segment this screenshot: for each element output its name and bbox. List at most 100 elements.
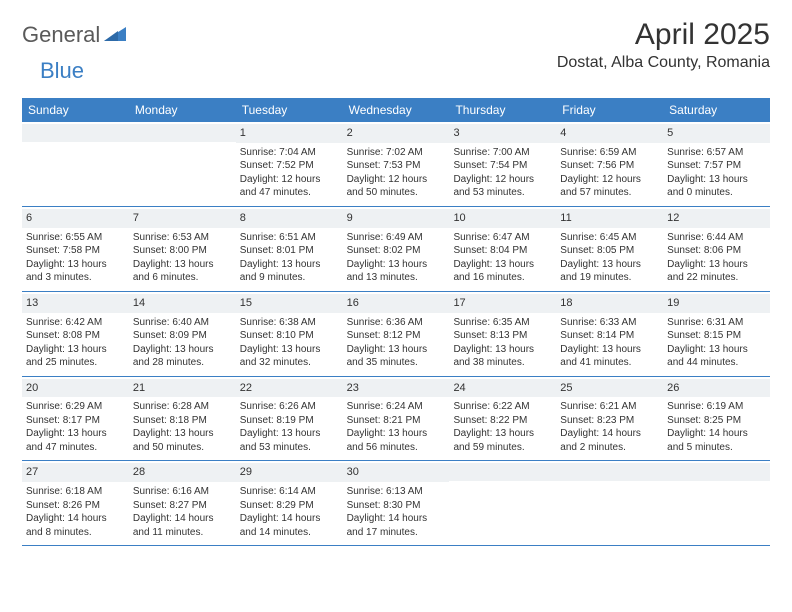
daylight-text: Daylight: 13 hours and 0 minutes. <box>667 173 766 200</box>
logo-text-blue: Blue <box>40 58 84 84</box>
daylight-text: Daylight: 13 hours and 22 minutes. <box>667 258 766 285</box>
sunset-text: Sunset: 8:01 PM <box>240 244 339 258</box>
day-number: 9 <box>347 212 353 224</box>
calendar-body: 1Sunrise: 7:04 AMSunset: 7:52 PMDaylight… <box>22 122 770 546</box>
sunrise-text: Sunrise: 6:42 AM <box>26 316 125 330</box>
day-number: 17 <box>453 297 465 309</box>
day-header-saturday: Saturday <box>663 98 770 122</box>
daynum-row: 17 <box>449 294 556 313</box>
daynum-row <box>129 124 236 142</box>
day-number: 18 <box>560 297 572 309</box>
sunset-text: Sunset: 8:04 PM <box>453 244 552 258</box>
daynum-row: 13 <box>22 294 129 313</box>
calendar-day-header: Sunday Monday Tuesday Wednesday Thursday… <box>22 98 770 122</box>
daynum-row: 10 <box>449 209 556 228</box>
daylight-text: Daylight: 13 hours and 56 minutes. <box>347 427 446 454</box>
calendar-cell: 12Sunrise: 6:44 AMSunset: 8:06 PMDayligh… <box>663 207 770 291</box>
daylight-text: Daylight: 13 hours and 25 minutes. <box>26 343 125 370</box>
daynum-row: 20 <box>22 379 129 398</box>
daylight-text: Daylight: 14 hours and 17 minutes. <box>347 512 446 539</box>
daylight-text: Daylight: 13 hours and 9 minutes. <box>240 258 339 285</box>
sunrise-text: Sunrise: 6:31 AM <box>667 316 766 330</box>
daynum-row: 7 <box>129 209 236 228</box>
sunset-text: Sunset: 8:13 PM <box>453 329 552 343</box>
day-header-sunday: Sunday <box>22 98 129 122</box>
day-header-wednesday: Wednesday <box>343 98 450 122</box>
calendar-cell: 11Sunrise: 6:45 AMSunset: 8:05 PMDayligh… <box>556 207 663 291</box>
calendar-week: 6Sunrise: 6:55 AMSunset: 7:58 PMDaylight… <box>22 207 770 292</box>
sunrise-text: Sunrise: 6:40 AM <box>133 316 232 330</box>
calendar-cell: 18Sunrise: 6:33 AMSunset: 8:14 PMDayligh… <box>556 292 663 376</box>
sunrise-text: Sunrise: 6:44 AM <box>667 231 766 245</box>
day-number: 7 <box>133 212 139 224</box>
sunrise-text: Sunrise: 6:38 AM <box>240 316 339 330</box>
daynum-row: 23 <box>343 379 450 398</box>
sunrise-text: Sunrise: 7:02 AM <box>347 146 446 160</box>
sunset-text: Sunset: 8:00 PM <box>133 244 232 258</box>
daynum-row: 29 <box>236 463 343 482</box>
daynum-row: 4 <box>556 124 663 143</box>
day-number: 16 <box>347 297 359 309</box>
calendar-cell: 28Sunrise: 6:16 AMSunset: 8:27 PMDayligh… <box>129 461 236 545</box>
calendar-cell: 7Sunrise: 6:53 AMSunset: 8:00 PMDaylight… <box>129 207 236 291</box>
day-number: 28 <box>133 466 145 478</box>
day-number: 22 <box>240 382 252 394</box>
calendar-cell: 19Sunrise: 6:31 AMSunset: 8:15 PMDayligh… <box>663 292 770 376</box>
sunset-text: Sunset: 7:52 PM <box>240 159 339 173</box>
daylight-text: Daylight: 13 hours and 41 minutes. <box>560 343 659 370</box>
daylight-text: Daylight: 14 hours and 5 minutes. <box>667 427 766 454</box>
sunrise-text: Sunrise: 6:28 AM <box>133 400 232 414</box>
daylight-text: Daylight: 12 hours and 53 minutes. <box>453 173 552 200</box>
sunset-text: Sunset: 7:57 PM <box>667 159 766 173</box>
daynum-row: 15 <box>236 294 343 313</box>
sunrise-text: Sunrise: 6:13 AM <box>347 485 446 499</box>
calendar-week: 27Sunrise: 6:18 AMSunset: 8:26 PMDayligh… <box>22 461 770 546</box>
daylight-text: Daylight: 13 hours and 16 minutes. <box>453 258 552 285</box>
day-header-tuesday: Tuesday <box>236 98 343 122</box>
sunset-text: Sunset: 8:02 PM <box>347 244 446 258</box>
daylight-text: Daylight: 13 hours and 32 minutes. <box>240 343 339 370</box>
sunset-text: Sunset: 8:27 PM <box>133 499 232 513</box>
sunrise-text: Sunrise: 6:29 AM <box>26 400 125 414</box>
calendar-cell: 9Sunrise: 6:49 AMSunset: 8:02 PMDaylight… <box>343 207 450 291</box>
sunset-text: Sunset: 8:29 PM <box>240 499 339 513</box>
calendar-cell: 16Sunrise: 6:36 AMSunset: 8:12 PMDayligh… <box>343 292 450 376</box>
sunrise-text: Sunrise: 6:22 AM <box>453 400 552 414</box>
sunset-text: Sunset: 8:12 PM <box>347 329 446 343</box>
daylight-text: Daylight: 12 hours and 50 minutes. <box>347 173 446 200</box>
sunrise-text: Sunrise: 6:55 AM <box>26 231 125 245</box>
day-number: 2 <box>347 127 353 139</box>
day-number: 12 <box>667 212 679 224</box>
sunrise-text: Sunrise: 7:00 AM <box>453 146 552 160</box>
sunset-text: Sunset: 8:18 PM <box>133 414 232 428</box>
day-number: 27 <box>26 466 38 478</box>
daylight-text: Daylight: 13 hours and 35 minutes. <box>347 343 446 370</box>
calendar-cell <box>22 122 129 206</box>
sunrise-text: Sunrise: 6:21 AM <box>560 400 659 414</box>
calendar-week: 13Sunrise: 6:42 AMSunset: 8:08 PMDayligh… <box>22 292 770 377</box>
day-number: 24 <box>453 382 465 394</box>
sunset-text: Sunset: 8:08 PM <box>26 329 125 343</box>
day-number: 4 <box>560 127 566 139</box>
calendar-cell: 23Sunrise: 6:24 AMSunset: 8:21 PMDayligh… <box>343 377 450 461</box>
sunrise-text: Sunrise: 6:18 AM <box>26 485 125 499</box>
sunrise-text: Sunrise: 6:59 AM <box>560 146 659 160</box>
sunset-text: Sunset: 8:23 PM <box>560 414 659 428</box>
sunset-text: Sunset: 7:53 PM <box>347 159 446 173</box>
daylight-text: Daylight: 13 hours and 44 minutes. <box>667 343 766 370</box>
daynum-row: 1 <box>236 124 343 143</box>
title-block: April 2025 Dostat, Alba County, Romania <box>557 18 770 72</box>
day-number: 20 <box>26 382 38 394</box>
daylight-text: Daylight: 14 hours and 14 minutes. <box>240 512 339 539</box>
day-header-friday: Friday <box>556 98 663 122</box>
calendar-cell: 30Sunrise: 6:13 AMSunset: 8:30 PMDayligh… <box>343 461 450 545</box>
daylight-text: Daylight: 13 hours and 47 minutes. <box>26 427 125 454</box>
daynum-row: 28 <box>129 463 236 482</box>
sunset-text: Sunset: 8:05 PM <box>560 244 659 258</box>
day-number: 25 <box>560 382 572 394</box>
logo-triangle-icon <box>104 25 126 46</box>
daylight-text: Daylight: 13 hours and 38 minutes. <box>453 343 552 370</box>
calendar-cell: 5Sunrise: 6:57 AMSunset: 7:57 PMDaylight… <box>663 122 770 206</box>
calendar-cell: 3Sunrise: 7:00 AMSunset: 7:54 PMDaylight… <box>449 122 556 206</box>
day-number: 10 <box>453 212 465 224</box>
